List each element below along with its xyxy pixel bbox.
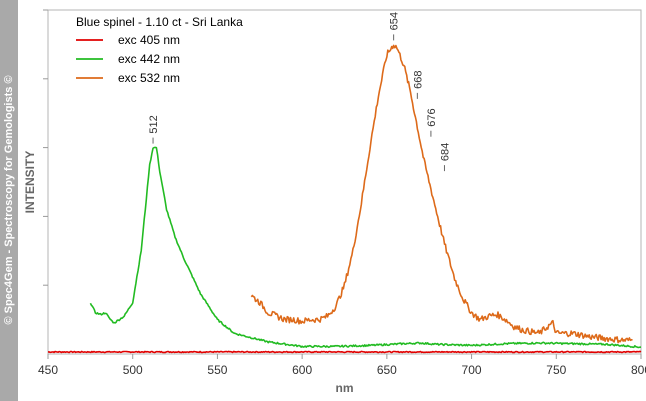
series-line-3: [250, 44, 633, 344]
axes: 450 500 550 600 650 700 750 800: [38, 9, 646, 377]
peak-label-684: 684: [439, 143, 451, 161]
legend-entry-2: exc 442 nm: [118, 52, 180, 66]
series-line-2: [89, 146, 642, 349]
legend-entry-3: exc 532 nm: [118, 71, 180, 85]
legend-entry-1: exc 405 nm: [118, 33, 180, 47]
peak-label-676: 676: [426, 108, 438, 126]
watermark-strip: © Spec4Gem - Spectroscopy for Gemologist…: [0, 0, 18, 401]
x-tick-label: 550: [207, 363, 227, 377]
x-tick-label: 800: [631, 363, 646, 377]
plot-frame: [47, 9, 642, 355]
x-tick-label: 600: [292, 363, 312, 377]
x-tick-label: 750: [546, 363, 566, 377]
x-tick-label: 650: [377, 363, 397, 377]
peak-label-654: 654: [389, 12, 401, 30]
x-tick-label: 450: [38, 363, 58, 377]
legend: Blue spinel - 1.10 ct - Sri Lanka exc 40…: [76, 15, 243, 85]
y-axis-label: INTENSITY: [23, 151, 37, 214]
peak-label-512: 512: [148, 115, 160, 133]
series-lines: [48, 44, 642, 354]
peak-annotations: 512 654 668 676 684: [148, 12, 451, 172]
x-axis-label: nm: [336, 381, 354, 395]
x-tick-label: 500: [123, 363, 143, 377]
peak-label-668: 668: [412, 71, 424, 89]
chart-title: Blue spinel - 1.10 ct - Sri Lanka: [76, 15, 243, 29]
x-tick-label: 700: [462, 363, 482, 377]
series-line-1: [48, 350, 642, 354]
